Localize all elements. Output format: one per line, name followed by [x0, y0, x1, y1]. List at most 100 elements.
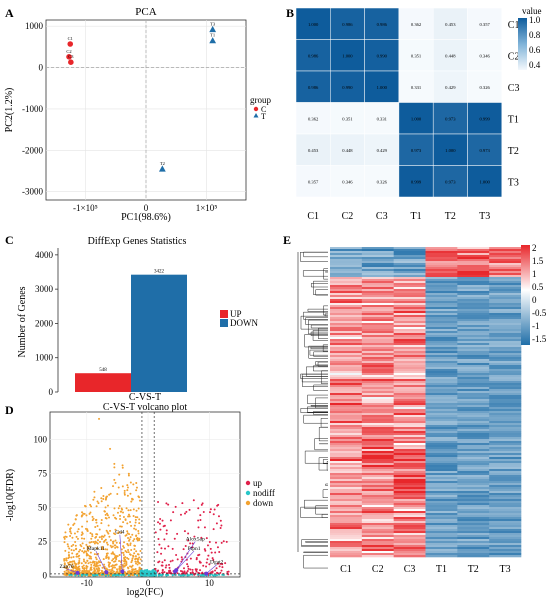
expression-cell — [330, 393, 363, 396]
expression-cell — [393, 401, 426, 404]
expression-cell — [330, 353, 363, 356]
expression-cell — [393, 455, 426, 458]
expression-cell — [330, 301, 363, 304]
expression-cell — [330, 293, 363, 296]
volcano-point-down — [64, 572, 67, 575]
expression-cell — [393, 527, 426, 530]
volcano-point-down — [133, 527, 136, 530]
expression-cell — [489, 489, 522, 492]
expression-cell — [393, 505, 426, 508]
expression-cell — [457, 505, 490, 508]
expression-cell — [489, 529, 522, 532]
volcano-point-down — [125, 551, 128, 554]
volcano-point-down — [126, 532, 129, 535]
expression-cell — [361, 547, 394, 550]
correlation-cell — [330, 39, 365, 72]
volcano-point-down — [77, 528, 80, 531]
expression-cell — [457, 445, 490, 448]
expression-cell — [361, 375, 394, 378]
expression-cell — [457, 273, 490, 276]
volcano-point-down — [119, 514, 122, 517]
volcano-point-down — [139, 558, 142, 561]
expression-cell — [393, 407, 426, 410]
volcano-point-down — [69, 534, 72, 537]
expression-cell — [489, 261, 522, 264]
expression-cell — [393, 291, 426, 294]
volcano-point-up — [212, 513, 215, 516]
expression-cell — [330, 505, 363, 508]
volcano-point-down — [89, 503, 92, 506]
expression-cell — [330, 273, 363, 276]
volcano-point-down — [84, 561, 87, 564]
pca-legend-label-t: T — [261, 112, 266, 121]
expression-cell — [489, 393, 522, 396]
volcano-point-up — [182, 571, 185, 574]
pca-x-tick-label: -1×10⁵ — [73, 203, 98, 213]
expression-cell — [361, 499, 394, 502]
expression-cell — [457, 369, 490, 372]
expression-cell — [393, 545, 426, 548]
expression-cell — [393, 419, 426, 422]
expression-cell — [361, 411, 394, 414]
volcano-point-up — [187, 565, 190, 568]
volcano-point-down — [134, 560, 137, 563]
volcano-point-down — [94, 556, 97, 559]
expression-cell — [457, 469, 490, 472]
pca-y-tick-label: -3000 — [22, 187, 43, 197]
volcano-point-down — [86, 559, 89, 562]
expression-cell — [361, 315, 394, 318]
expression-cell — [330, 415, 363, 418]
volcano-point-down — [94, 519, 97, 522]
volcano-point-up — [176, 558, 179, 561]
volcano-point-down — [135, 481, 138, 484]
correlation-cell-value: 0.346 — [342, 179, 353, 184]
expression-cell — [489, 343, 522, 346]
expression-cell — [457, 249, 490, 252]
volcano-point-down — [133, 538, 136, 541]
expression-cell — [457, 395, 490, 398]
expression-cell — [489, 443, 522, 446]
bar-legend-label-down: DOWN — [230, 318, 258, 328]
volcano-point-up — [169, 560, 172, 563]
expression-cell — [361, 473, 394, 476]
expression-cell — [393, 489, 426, 492]
expression-cell — [393, 443, 426, 446]
expression-cell — [330, 269, 363, 272]
volcano-point-nodiff — [143, 570, 146, 573]
expression-cell — [489, 553, 522, 556]
expression-cell — [457, 365, 490, 368]
volcano-point-down — [89, 561, 92, 564]
expression-cell — [489, 251, 522, 254]
expression-cell — [361, 395, 394, 398]
expression-cell — [425, 543, 458, 546]
expression-cell — [330, 541, 363, 544]
expression-cell — [425, 377, 458, 380]
correlation-cell-value: 0.357 — [308, 179, 319, 184]
expression-cell — [361, 361, 394, 364]
volcano-point-down — [67, 551, 70, 554]
panel-letter-b: B — [286, 6, 294, 20]
correlation-cell — [432, 70, 468, 103]
correlation-row-label: T2 — [508, 146, 519, 157]
expression-cell — [361, 289, 394, 292]
expression-cell — [393, 465, 426, 468]
correlation-legend-title: value — [522, 6, 542, 16]
correlation-row-label: C3 — [508, 83, 520, 94]
expression-cell — [361, 533, 394, 536]
volcano-point-down — [95, 558, 98, 561]
expression-cell — [361, 383, 394, 386]
expression-cell — [489, 295, 522, 298]
expression-cell — [457, 415, 490, 418]
volcano-point-up — [182, 548, 185, 551]
correlation-cell-value: 0.990 — [377, 53, 388, 58]
volcano-point-up — [161, 519, 164, 522]
volcano-point-down — [135, 570, 138, 573]
volcano-point-down — [134, 521, 137, 524]
expression-cell — [425, 393, 458, 396]
correlation-cell-value: 0.973 — [445, 179, 456, 184]
volcano-point-down — [114, 539, 117, 542]
expression-cell — [361, 429, 394, 432]
expression-cell — [425, 277, 458, 280]
